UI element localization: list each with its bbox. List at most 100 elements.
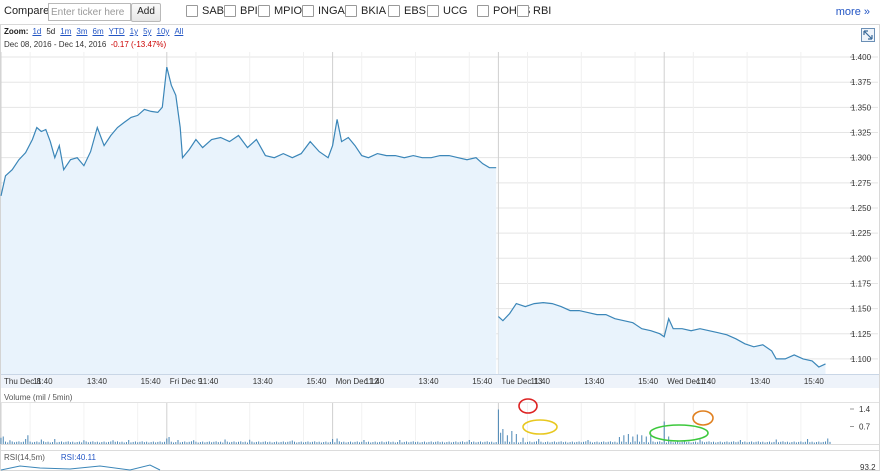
compare-checkbox-bpi[interactable]: BPI [224, 5, 258, 17]
x-tick-label: 13:40 [750, 377, 771, 386]
annotation-circle-yellow [522, 419, 558, 435]
checkbox[interactable] [224, 5, 236, 17]
y-tick-label: 1.150 [851, 305, 872, 314]
add-button[interactable]: Add [131, 3, 161, 22]
y-tick-label: 1.225 [851, 229, 872, 238]
ticker-input[interactable] [48, 3, 131, 21]
zoom-option-5d[interactable]: 5d [46, 27, 56, 36]
compare-ticker-label: EBS [404, 5, 427, 17]
x-tick-label: Fri Dec 9 [170, 377, 203, 386]
compare-label: Compare: [4, 5, 53, 17]
checkbox[interactable] [388, 5, 400, 17]
zoom-option-1m[interactable]: 1m [60, 27, 72, 36]
x-tick-label: 15:40 [638, 377, 659, 386]
volume-label: Volume (mil / 5min) [4, 393, 73, 402]
x-tick-label: Tue Dec 13 [501, 377, 543, 386]
y-tick-label: 1.200 [851, 254, 872, 263]
more-link[interactable]: more » [835, 6, 870, 18]
checkbox[interactable] [477, 5, 489, 17]
x-tick-label: 15:40 [306, 377, 327, 386]
zoom-option-6m[interactable]: 6m [92, 27, 104, 36]
y-tick-label: 1.350 [851, 103, 872, 112]
x-tick-label: 15:40 [472, 377, 493, 386]
price-line-1 [497, 301, 826, 368]
zoom-option-3m[interactable]: 3m [76, 27, 88, 36]
compare-toolbar: Compare: Add SABBPIMPIOINGABKIAEBSUCGPOH… [0, 0, 880, 25]
compare-checkbox-sab[interactable]: SAB [186, 5, 224, 17]
volume-tick-label: 0.7 [859, 423, 871, 432]
volume-tick-label: 1.4 [859, 405, 871, 414]
y-tick-label: 1.125 [851, 330, 872, 339]
y-tick-label: 1.400 [851, 53, 872, 62]
range-from: Dec 08, 2016 [4, 40, 52, 49]
zoom-option-ytd[interactable]: YTD [108, 27, 125, 36]
annotation-circle-orange [692, 410, 714, 426]
zoom-option-1y[interactable]: 1y [129, 27, 139, 36]
compare-checkbox-bkia[interactable]: BKIA [345, 5, 386, 17]
x-tick-label: 11:40 [531, 377, 551, 386]
series-area-1 [498, 302, 826, 374]
compare-checkbox-ebs[interactable]: EBS [388, 5, 426, 17]
x-tick-label: 11:40 [33, 377, 53, 386]
compare-checkbox-inga[interactable]: INGA [302, 5, 345, 17]
rsi-name: RSI(14,5m) [4, 453, 45, 462]
range-separator: - [53, 40, 57, 49]
rsi-label: RSI(14,5m) RSI:40.11 [4, 453, 96, 462]
compare-ticker-label: INGA [318, 5, 345, 17]
compare-checkbox-rbi[interactable]: RBI [517, 5, 551, 17]
y-tick-label: 1.275 [851, 179, 872, 188]
y-tick-label: 1.325 [851, 129, 872, 138]
zoom-option-5y[interactable]: 5y [143, 27, 152, 36]
checkbox[interactable] [302, 5, 314, 17]
compare-checkbox-mpio[interactable]: MPIO [258, 5, 302, 17]
x-tick-label: 13:40 [584, 377, 605, 386]
y-tick-label: 1.100 [851, 355, 872, 364]
y-tick-label: 1.175 [851, 279, 872, 288]
checkbox[interactable] [517, 5, 529, 17]
expand-chart-button[interactable] [861, 28, 875, 42]
zoom-option-10y[interactable]: 10y [156, 27, 170, 36]
zoom-option-1d[interactable]: 1d [32, 27, 42, 36]
x-tick-label: 15:40 [141, 377, 162, 386]
rsi-tick-label: 93.2 [860, 463, 876, 472]
price-line-0 [0, 66, 497, 197]
x-tick-label: Thu Dec 8 [4, 377, 41, 386]
compare-ticker-label: BKIA [361, 5, 387, 17]
x-tick-label: Wed Dec 14 [667, 377, 711, 386]
y-tick-label: 1.375 [851, 78, 872, 87]
range-to: Dec 14, 2016 [58, 40, 107, 49]
date-range: Dec 08, 2016 - Dec 14, 2016 -0.17 (-13.4… [4, 40, 166, 49]
x-tick-label: 11:40 [199, 377, 219, 386]
x-tick-label: 15:40 [804, 377, 825, 386]
checkbox[interactable] [427, 5, 439, 17]
y-tick-label: 1.250 [851, 204, 872, 213]
zoom-label: Zoom: [4, 27, 29, 36]
checkbox[interactable] [186, 5, 198, 17]
x-tick-label: 11:40 [365, 377, 385, 386]
compare-ticker-label: UCG [443, 5, 468, 17]
zoom-option-all[interactable]: All [174, 27, 184, 36]
x-tick-label: 13:40 [87, 377, 108, 386]
annotation-circle-green [649, 424, 709, 442]
compare-ticker-label: SAB [202, 5, 225, 17]
x-tick-label: 13:40 [419, 377, 440, 386]
expand-icon [863, 30, 873, 40]
y-tick-label: 1.300 [851, 154, 872, 163]
rsi-line [0, 464, 161, 471]
annotation-circle-red [518, 398, 538, 414]
compare-ticker-label: BPI [240, 5, 258, 17]
x-tick-label: 11:40 [696, 377, 716, 386]
checkbox[interactable] [258, 5, 270, 17]
x-tick-label: 13:40 [253, 377, 274, 386]
range-change: -0.17 (-13.47%) [110, 40, 167, 49]
rsi-value: RSI:40.11 [60, 453, 96, 462]
compare-checkbox-ucg[interactable]: UCG [427, 5, 467, 17]
compare-ticker-label: RBI [533, 5, 552, 17]
x-axis-band [1, 374, 879, 388]
checkbox[interactable] [345, 5, 357, 17]
series-area-0 [1, 67, 497, 374]
compare-ticker-label: MPIO [274, 5, 303, 17]
x-tick-label: Mon Dec 12 [336, 377, 380, 386]
zoom-row: Zoom: 1d 5d 1m 3m 6m YTD 1y 5y 10y All [4, 27, 188, 36]
